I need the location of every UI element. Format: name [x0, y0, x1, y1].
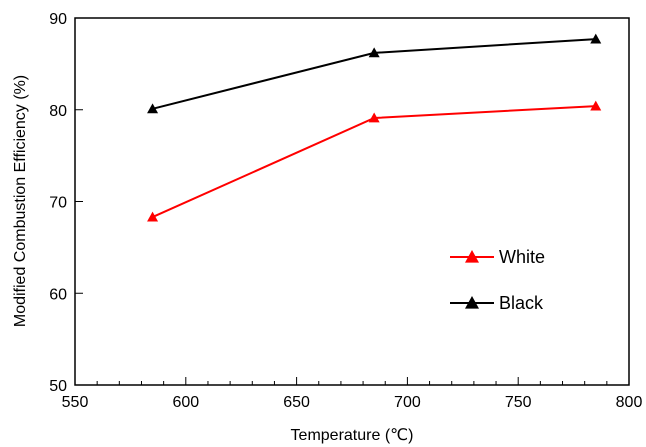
y-tick-label: 90: [49, 11, 67, 28]
data-point-black: [147, 103, 159, 114]
y-tick-label: 70: [49, 195, 67, 212]
legend-item-black: Black: [450, 293, 544, 313]
x-tick-label: 800: [616, 394, 643, 411]
y-tick-label: 80: [49, 103, 67, 120]
legend-marker-white: [465, 250, 479, 263]
series-black: [147, 33, 602, 114]
x-tick-label: 700: [394, 394, 421, 411]
series-white: [147, 100, 602, 222]
y-tick-label: 60: [49, 286, 67, 303]
y-axis: 50 60 70 80 90: [49, 11, 83, 395]
x-tick-label: 750: [505, 394, 532, 411]
x-tick-label: 550: [62, 394, 89, 411]
y-axis-label: Modified Combustion Efficiency (%): [12, 75, 29, 327]
data-point-white: [368, 112, 380, 123]
series-layer: [147, 33, 602, 222]
data-point-white: [590, 100, 602, 111]
y-tick-label: 50: [49, 378, 67, 395]
legend-item-white: White: [450, 247, 545, 267]
x-axis-label: Temperature (℃): [291, 427, 414, 444]
data-point-black: [590, 33, 602, 44]
x-axis: 550 600 650 700 750 800: [62, 377, 643, 411]
legend-marker-black: [465, 296, 479, 309]
plot-area: [74, 17, 630, 386]
x-tick-label: 600: [172, 394, 199, 411]
legend-label-black: Black: [499, 293, 544, 313]
data-point-white: [147, 211, 159, 222]
legend-label-white: White: [499, 247, 545, 267]
legend: White Black: [450, 247, 545, 313]
x-tick-label: 650: [283, 394, 310, 411]
data-point-black: [368, 47, 380, 58]
